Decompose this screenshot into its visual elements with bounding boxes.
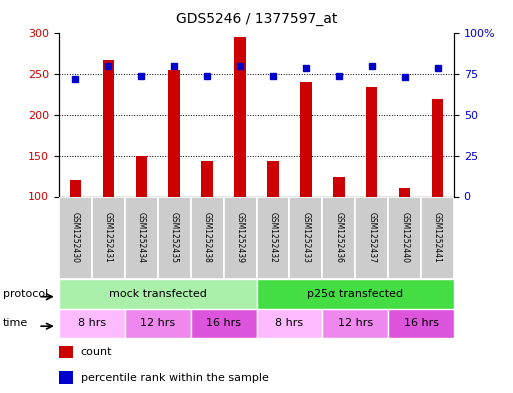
- Bar: [59, 279, 256, 309]
- Bar: [289, 196, 322, 279]
- Text: GSM1252430: GSM1252430: [71, 212, 80, 263]
- Text: 8 hrs: 8 hrs: [78, 318, 106, 328]
- Bar: [267, 162, 279, 196]
- Text: 12 hrs: 12 hrs: [338, 318, 373, 328]
- Bar: [59, 309, 125, 338]
- Bar: [432, 99, 443, 196]
- Bar: [256, 309, 322, 338]
- Text: mock transfected: mock transfected: [109, 289, 207, 299]
- Text: GSM1252437: GSM1252437: [367, 212, 376, 263]
- Text: time: time: [3, 318, 28, 328]
- Bar: [59, 346, 73, 358]
- Bar: [191, 196, 224, 279]
- Bar: [191, 309, 256, 338]
- Text: 16 hrs: 16 hrs: [404, 318, 439, 328]
- Bar: [59, 371, 73, 384]
- Text: percentile rank within the sample: percentile rank within the sample: [81, 373, 269, 383]
- Text: 16 hrs: 16 hrs: [206, 318, 241, 328]
- Text: GDS5246 / 1377597_at: GDS5246 / 1377597_at: [176, 11, 337, 26]
- Bar: [322, 196, 355, 279]
- Bar: [333, 177, 345, 196]
- Text: GSM1252439: GSM1252439: [235, 212, 245, 263]
- Text: 8 hrs: 8 hrs: [275, 318, 304, 328]
- Text: GSM1252435: GSM1252435: [170, 212, 179, 263]
- Text: GSM1252438: GSM1252438: [203, 212, 212, 263]
- Bar: [388, 309, 454, 338]
- Bar: [300, 82, 311, 196]
- Text: protocol: protocol: [3, 289, 48, 299]
- Text: GSM1252434: GSM1252434: [137, 212, 146, 263]
- Bar: [399, 188, 410, 196]
- Bar: [59, 196, 92, 279]
- Text: GSM1252433: GSM1252433: [301, 212, 310, 263]
- Bar: [125, 196, 158, 279]
- Bar: [92, 196, 125, 279]
- Bar: [135, 156, 147, 196]
- Bar: [234, 37, 246, 197]
- Bar: [421, 196, 454, 279]
- Bar: [168, 70, 180, 196]
- Bar: [256, 196, 289, 279]
- Text: p25α transfected: p25α transfected: [307, 289, 403, 299]
- Bar: [388, 196, 421, 279]
- Bar: [202, 162, 213, 196]
- Bar: [256, 279, 454, 309]
- Text: GSM1252432: GSM1252432: [268, 212, 278, 263]
- Bar: [224, 196, 256, 279]
- Bar: [70, 180, 81, 196]
- Bar: [322, 309, 388, 338]
- Text: GSM1252431: GSM1252431: [104, 212, 113, 263]
- Text: GSM1252436: GSM1252436: [334, 212, 343, 263]
- Bar: [125, 309, 191, 338]
- Text: count: count: [81, 347, 112, 357]
- Text: GSM1252441: GSM1252441: [433, 212, 442, 263]
- Bar: [366, 87, 378, 196]
- Bar: [103, 59, 114, 196]
- Text: 12 hrs: 12 hrs: [140, 318, 175, 328]
- Bar: [355, 196, 388, 279]
- Text: GSM1252440: GSM1252440: [400, 212, 409, 263]
- Bar: [158, 196, 191, 279]
